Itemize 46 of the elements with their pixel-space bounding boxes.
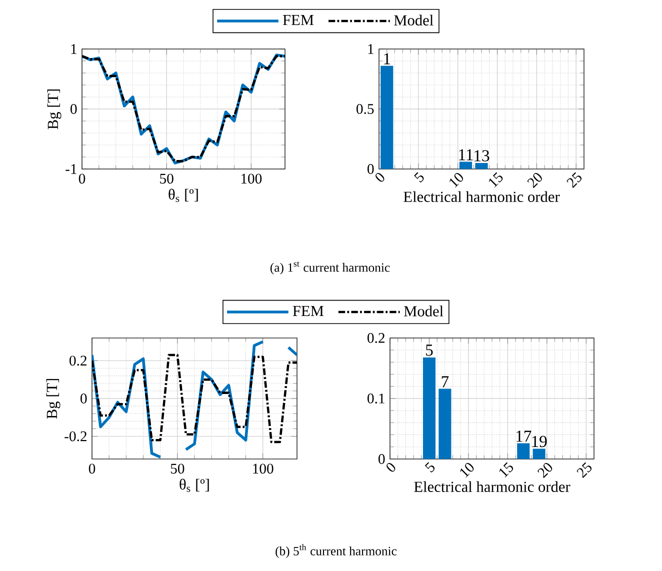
x-tick-label: 25 bbox=[576, 462, 592, 478]
annotation: 11 bbox=[459, 149, 473, 160]
x-axis-title: θ$_{s}$ [º] bbox=[168, 188, 198, 202]
x-axis-title: Electrical harmonic order bbox=[404, 191, 560, 202]
x-axis-title: θ$_{s}$ [º] bbox=[180, 478, 209, 492]
x-tick-label: 50 bbox=[160, 174, 174, 184]
legend-label: FEM bbox=[292, 306, 324, 316]
x-tick-label: 25 bbox=[566, 172, 582, 188]
x-tick-label: 15 bbox=[499, 462, 514, 478]
y-tick-label: -1 bbox=[66, 164, 76, 174]
y-tick-label: 1 bbox=[71, 44, 76, 54]
y-tick-label: 0.2 bbox=[70, 356, 86, 366]
legend-label: FEM bbox=[282, 15, 314, 26]
x-axis-title: Electrical harmonic order bbox=[414, 481, 570, 492]
legend-label: Model bbox=[394, 14, 434, 26]
y-tick-label: 0 bbox=[368, 164, 374, 174]
x-tick-label: 100 bbox=[253, 464, 274, 474]
y-axis-title: Bg [T] bbox=[47, 89, 62, 130]
annotation: 13 bbox=[474, 150, 490, 162]
y-tick-label: 0.1 bbox=[368, 394, 384, 404]
text: (b) 5$^{th}$ current harmonic bbox=[276, 544, 397, 558]
y-tick-label: 0 bbox=[378, 454, 385, 464]
text: (a) 1$^{st}$ current harmonic bbox=[270, 262, 390, 274]
y-tick-label: 0.5 bbox=[356, 104, 374, 114]
x-tick-label: 10 bbox=[450, 173, 464, 188]
x-tick-label: 10 bbox=[460, 463, 474, 478]
y-tick-label: 0 bbox=[80, 394, 87, 404]
annotation: 5 bbox=[426, 344, 433, 356]
x-tick-label: 0 bbox=[386, 463, 396, 472]
annotation: 17 bbox=[516, 430, 532, 442]
x-tick-label: 50 bbox=[170, 464, 184, 474]
x-tick-label: 100 bbox=[241, 174, 262, 184]
annotation: 19 bbox=[532, 436, 547, 448]
y-tick-label: 0 bbox=[70, 104, 77, 114]
y-tick-label: -0.2 bbox=[64, 431, 86, 442]
x-tick-label: 5 bbox=[424, 462, 435, 472]
x-tick-label: 0 bbox=[88, 464, 96, 474]
x-tick-label: 5 bbox=[414, 172, 424, 182]
x-tick-label: 15 bbox=[488, 172, 503, 188]
legend-label: Model bbox=[404, 306, 444, 316]
annotation: 7 bbox=[442, 376, 449, 388]
y-tick-label: 1 bbox=[368, 44, 374, 54]
x-tick-label: 20 bbox=[538, 463, 552, 478]
x-tick-label: 20 bbox=[527, 173, 542, 188]
y-tick-label: 0.2 bbox=[368, 333, 384, 343]
y-axis-title: Bg [T] bbox=[46, 378, 60, 419]
